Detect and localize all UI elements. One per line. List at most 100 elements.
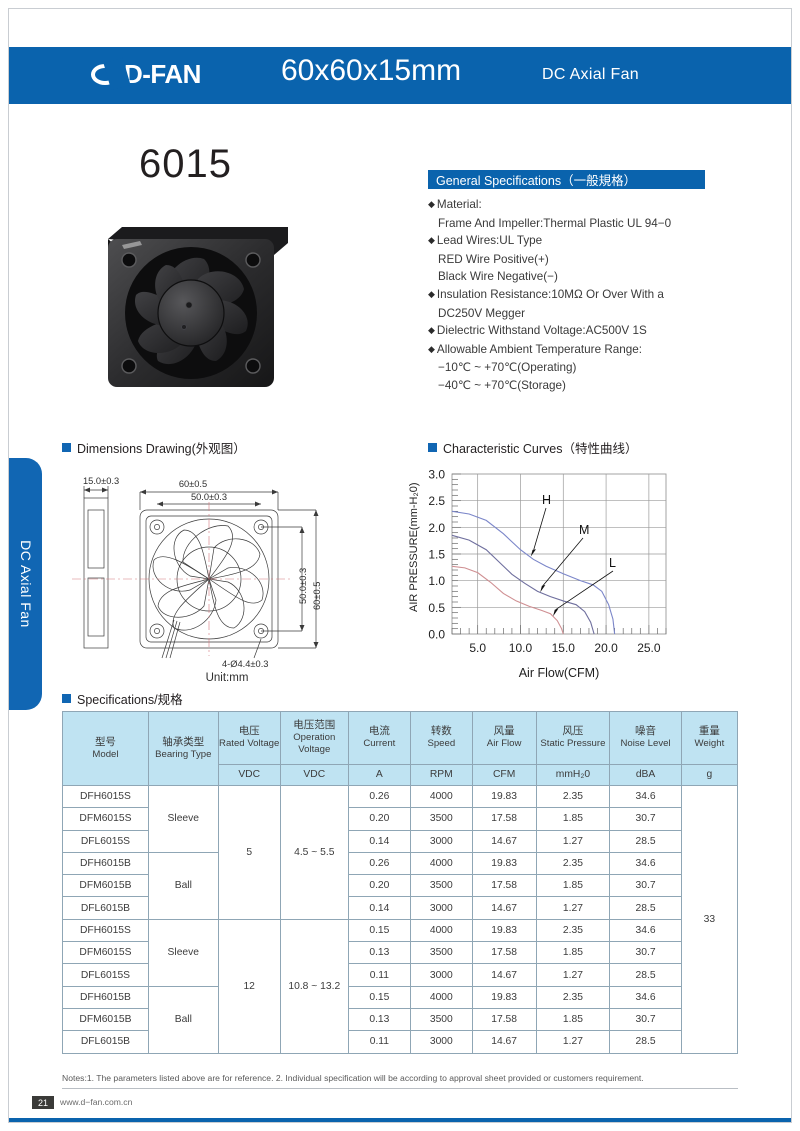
general-spec-text: −40℃ ~ +70℃(Storage) <box>438 378 566 392</box>
general-spec-text: Black Wire Negative(−) <box>438 270 558 284</box>
unit-noise-level: dBA <box>609 764 682 786</box>
cell-speed: 3500 <box>409 1007 473 1032</box>
side-tab: DC Axial Fan <box>9 458 42 710</box>
cell-noise-level: 34.6 <box>609 985 682 1009</box>
cell-model: DFL6015B <box>62 1030 149 1054</box>
cell-noise-level: 28.5 <box>609 896 682 920</box>
cell-model: DFL6015B <box>62 896 149 920</box>
section-heading-curves: Characteristic Curves（特性曲线） <box>428 438 637 457</box>
dim-thickness: 15.0±0.3 <box>83 476 119 486</box>
cell-bearing-type: Ball <box>147 985 219 1054</box>
cell-rated-voltage: 5 <box>217 785 281 920</box>
general-spec-text: Frame And Impeller:Thermal Plastic UL 94… <box>438 216 672 230</box>
curve-label-H: H <box>542 493 551 507</box>
cell-airflow: 19.83 <box>471 784 537 809</box>
dim-hole-pitch-vertical: 50.0±0.3 <box>298 568 308 604</box>
section-heading-specifications: Specifications/规格 <box>62 689 183 708</box>
general-spec-text: −10℃ ~ +70℃(Operating) <box>438 361 577 375</box>
table-row: DFM6015S 0.20 3500 17.58 1.85 30.7 <box>62 807 738 831</box>
dim-outer-height-vertical: 60±0.5 <box>312 582 322 610</box>
cell-noise-level: 28.5 <box>609 1030 682 1054</box>
cell-static-pressure: 1.85 <box>535 874 611 898</box>
cell-current: 0.13 <box>347 941 411 965</box>
x-tick-label: 20.0 <box>594 641 618 655</box>
cell-static-pressure: 1.85 <box>535 1007 611 1032</box>
general-spec-item: −10℃ ~ +70℃(Operating) <box>428 359 728 377</box>
cell-airflow: 14.67 <box>471 963 537 987</box>
general-spec-text: Lead Wires:UL Type <box>436 234 543 248</box>
cell-speed: 3000 <box>409 963 473 987</box>
unit-weight: g <box>680 764 739 786</box>
x-tick-label: 15.0 <box>552 641 576 655</box>
dim-hole-spec: 4-Ø4.4±0.3 <box>222 659 268 669</box>
cell-current: 0.20 <box>347 807 411 831</box>
cell-static-pressure: 2.35 <box>535 918 611 943</box>
th-model: 型号 Model <box>62 711 149 786</box>
cell-model: DFM6015B <box>62 874 149 898</box>
cell-bearing-type: Sleeve <box>147 785 219 853</box>
general-spec-item: Frame And Impeller:Thermal Plastic UL 94… <box>428 215 728 233</box>
chart-y-axis-label: AIR PRESSURE(mm-H₂0) <box>408 482 420 612</box>
table-row: DFH6015S Sleeve 12 10.8 ~ 13.2 0.15 4000 19.83… <box>62 918 738 1054</box>
bullet-square-icon <box>62 443 71 452</box>
dim-outer-width: 60±0.5 <box>179 479 207 489</box>
y-tick-label: 2.0 <box>428 521 445 535</box>
cell-model: DFL6015S <box>62 829 149 853</box>
cell-noise-level: 30.7 <box>609 1007 682 1032</box>
curve-H <box>451 510 616 635</box>
page-frame <box>8 8 792 1123</box>
dim-unit-label: Unit:mm <box>206 672 249 683</box>
general-spec-item: ◆ Allowable Ambient Temperature Range: <box>428 342 643 356</box>
cell-airflow: 14.67 <box>471 896 537 920</box>
cell-static-pressure: 2.35 <box>535 851 611 876</box>
th-weight: 重量 Weight <box>680 711 739 765</box>
cell-noise-level: 28.5 <box>609 963 682 987</box>
x-tick-label: 25.0 <box>637 641 661 655</box>
cell-model: DFH6015B <box>62 851 149 876</box>
general-spec-text: Allowable Ambient Temperature Range: <box>436 342 643 356</box>
general-spec-item: ◆ Material: <box>428 198 482 211</box>
cell-speed: 4000 <box>409 985 473 1009</box>
unit-current: A <box>347 764 411 786</box>
footer-bar <box>9 1118 791 1122</box>
y-tick-label: 3.0 <box>428 468 445 482</box>
bullet-square-icon <box>428 443 437 452</box>
cell-rated-voltage: 12 <box>217 918 281 1054</box>
cell-speed: 4000 <box>409 918 473 943</box>
table-row: DFM6015B 0.13 3500 17.58 1.85 30.7 <box>62 1007 738 1032</box>
cell-static-pressure: 1.27 <box>535 829 611 853</box>
general-spec-text: Dielectric Withstand Voltage:AC500V 1S <box>436 324 647 338</box>
table-row: DFL6015B 0.14 3000 14.67 1.27 28.5 <box>62 896 738 920</box>
section-heading-text: Dimensions Drawing(外观图） <box>77 442 246 456</box>
cell-model: DFM6015B <box>62 1007 149 1032</box>
unit-airflow: CFM <box>471 764 537 786</box>
cell-current: 0.14 <box>347 896 411 920</box>
general-specs-body: ◆ Material: Frame And Impeller:Thermal Pl… <box>428 196 728 395</box>
cell-noise-level: 30.7 <box>609 874 682 898</box>
cell-current: 0.15 <box>347 985 411 1009</box>
th-bearing-type: 轴承类型 Bearing Type <box>147 711 219 786</box>
y-tick-label: 1.5 <box>428 548 445 562</box>
cell-model: DFM6015S <box>62 941 149 965</box>
general-spec-item: ◆ Insulation Resistance:10MΩ Or Over With… <box>428 287 664 301</box>
y-tick-label: 1.0 <box>428 574 445 588</box>
table-row: DFM6015B 0.20 3500 17.58 1.85 30.7 <box>62 874 738 898</box>
cell-noise-level: 30.7 <box>609 807 682 831</box>
dimensions-drawing: 15.0±0.3 60±0.5 50.0±0.3 50.0±0.3 60±0.5… <box>72 476 322 683</box>
table-header: 型号 Model 轴承类型 Bearing Type 电压 Rated Volt… <box>62 711 739 786</box>
cell-model: DFL6015S <box>62 963 149 987</box>
brand-logo: D-FAN <box>91 57 201 90</box>
cell-airflow: 14.67 <box>471 1030 537 1054</box>
cell-static-pressure: 2.35 <box>535 784 611 809</box>
dim-hole-pitch: 50.0±0.3 <box>191 492 227 502</box>
cell-noise-level: 30.7 <box>609 941 682 965</box>
page-header: D-FAN 60x60x15mm DC Axial Fan <box>9 47 791 104</box>
cell-speed: 3500 <box>409 874 473 898</box>
cell-current: 0.11 <box>347 1030 411 1054</box>
general-spec-item: DC250V Megger <box>428 305 728 323</box>
cell-model: DFM6015S <box>62 807 149 831</box>
general-spec-item: −40℃ ~ +70℃(Storage) <box>428 377 728 395</box>
y-tick-label: 0.5 <box>428 601 445 615</box>
th-static-pressure: 风压 Static Pressure <box>535 711 611 765</box>
cell-airflow: 17.58 <box>471 941 537 965</box>
